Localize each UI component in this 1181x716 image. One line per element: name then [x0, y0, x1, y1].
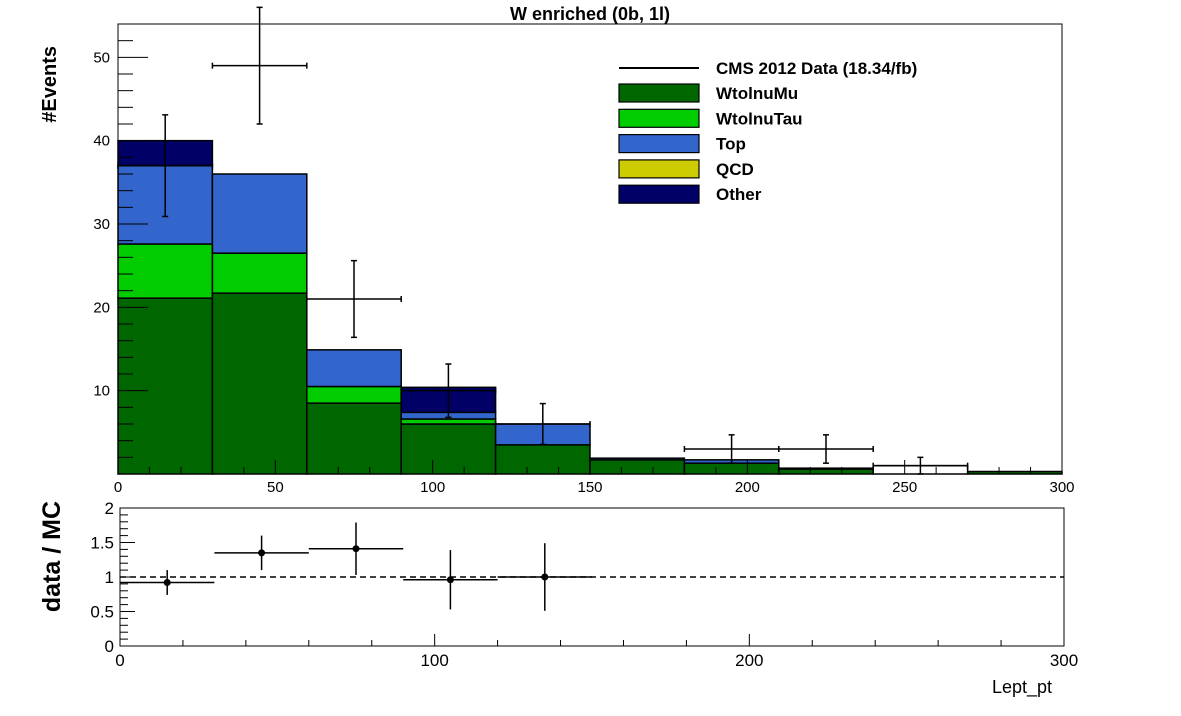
bar-WtolnuMu-bin-5 — [589, 459, 686, 475]
legend-swatch-QCD — [618, 159, 700, 179]
bar-WtolnuMu-bin-3 — [400, 423, 497, 475]
ratio-marker — [541, 573, 549, 581]
ratio-point — [214, 535, 309, 571]
ratio-point — [403, 550, 498, 610]
legend-label-Top: Top — [716, 135, 746, 154]
ratio-marker — [446, 576, 454, 584]
data-point — [778, 434, 874, 464]
legend-label-QCD: QCD — [716, 160, 754, 179]
ratio-marker — [352, 545, 360, 553]
ratio-y-tick-label: 1.5 — [90, 534, 114, 553]
x-axis-label-ratio: Lept_pt — [992, 677, 1052, 698]
y-axis-label-main: #Events — [39, 46, 61, 123]
legend-label-WtolnuTau: WtolnuTau — [716, 109, 803, 128]
legend-label-data: CMS 2012 Data (18.34/fb) — [716, 59, 917, 78]
y-tick-label: 30 — [93, 216, 110, 233]
data-point — [400, 363, 497, 419]
bar-WtolnuMu-bin-7 — [778, 468, 874, 475]
ratio-point — [308, 522, 404, 575]
y-tick-label: 10 — [93, 383, 110, 400]
data-point — [494, 402, 591, 446]
ratio-y-tick-label: 1 — [105, 568, 114, 587]
legend: CMS 2012 Data (18.34/fb) WtolnuMu WtolnuTa… — [618, 59, 917, 204]
ratio-panel: 0 100 200 300 0 0.5 1 1.5 2 — [90, 499, 1078, 670]
bar-Top-bin-1 — [211, 173, 308, 254]
bar-Top-bin-7 — [778, 467, 874, 470]
legend-label-Other: Other — [716, 185, 762, 204]
ratio-marker — [163, 579, 171, 587]
y-tick-label: 50 — [93, 49, 110, 66]
bar-Top-bin-5 — [589, 457, 686, 461]
ratio-point — [497, 543, 592, 611]
x-tick-label: 250 — [892, 479, 917, 496]
bar-WtolnuMu-bin-0 — [117, 297, 214, 475]
data-point — [306, 259, 402, 339]
bar-WtolnuMu-bin-2 — [306, 402, 402, 475]
bar-WtolnuTau-bin-0 — [117, 243, 214, 299]
ratio-marker — [258, 549, 266, 557]
ratio-y-tick-label: 0.5 — [90, 603, 114, 622]
bar-WtolnuTau-bin-1 — [211, 252, 308, 294]
y-tick-label: 40 — [93, 133, 110, 150]
legend-swatch-WtolnuTau — [618, 108, 700, 128]
legend-label-WtolnuMu: WtolnuMu — [716, 84, 798, 103]
data-point — [211, 6, 308, 125]
bar-Top-bin-2 — [306, 349, 402, 388]
ratio-x-tick-label: 200 — [735, 651, 763, 670]
legend-swatch-WtolnuMu — [618, 83, 700, 103]
chart-title: W enriched (0b, 1l) — [510, 4, 670, 24]
bar-WtolnuMu-bin-4 — [494, 444, 591, 475]
y-tick-label: 20 — [93, 299, 110, 316]
bar-WtolnuMu-bin-6 — [683, 462, 780, 475]
bar-WtolnuTau-bin-2 — [306, 385, 402, 404]
x-tick-label: 150 — [577, 479, 602, 496]
main-histogram-panel: 0 50 100 150 200 250 300 10 20 30 40 50 — [93, 6, 1075, 496]
x-tick-label: 200 — [735, 479, 760, 496]
bar-WtolnuMu-bin-1 — [211, 292, 308, 475]
y-axis-label-ratio: data / MC — [38, 501, 66, 612]
x-tick-label: 100 — [420, 479, 445, 496]
ratio-point — [120, 570, 215, 595]
legend-swatch-Other — [618, 184, 700, 204]
ratio-x-tick-label: 100 — [420, 651, 448, 670]
x-tick-label: 300 — [1049, 479, 1074, 496]
ratio-y-tick-label: 0 — [105, 637, 114, 656]
legend-swatch-Top — [618, 134, 700, 154]
ratio-y-tick-label: 2 — [105, 499, 114, 518]
ratio-x-tick-label: 0 — [115, 651, 124, 670]
ratio-x-tick-label: 300 — [1050, 651, 1078, 670]
x-tick-label: 50 — [267, 479, 284, 496]
x-tick-label: 0 — [114, 479, 122, 496]
